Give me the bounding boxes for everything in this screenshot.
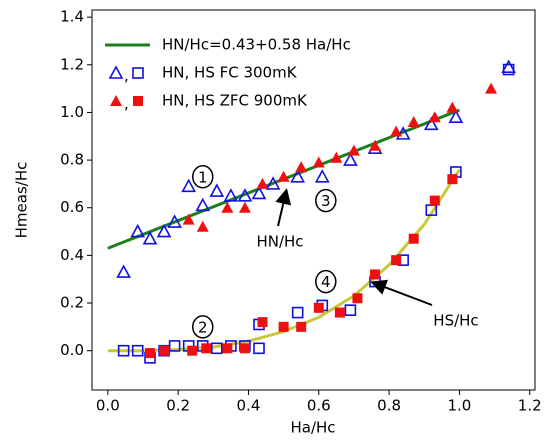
data-point [159, 345, 170, 356]
data-point [447, 174, 458, 185]
data-point [237, 188, 253, 202]
data-point [352, 293, 363, 304]
data-point [370, 269, 381, 280]
legend-label: HN, HS FC 300mK [162, 64, 298, 82]
annotation-number: 1 [198, 168, 208, 186]
data-point [408, 233, 419, 244]
annotation-circle [192, 315, 214, 339]
annotation-circle [315, 269, 337, 294]
data-point [313, 302, 324, 313]
data-point [277, 170, 290, 182]
legend-label: HN/Hc=0.43+0.58 Ha/Hc [162, 36, 351, 54]
legend-marker [133, 96, 143, 106]
data-point [168, 340, 181, 352]
annotation-circle [192, 165, 214, 189]
data-point [251, 185, 267, 200]
x-tick-label: 0.4 [237, 397, 261, 415]
y-tick-label: 1.2 [60, 55, 84, 73]
data-point [195, 197, 211, 212]
data-point [156, 223, 172, 238]
data-point [238, 201, 251, 213]
data-point [187, 345, 198, 356]
data-point [130, 223, 146, 238]
data-point [330, 151, 343, 163]
data-point [312, 156, 325, 168]
data-point [239, 343, 250, 354]
data-point [222, 343, 233, 354]
x-tick-label: 0.6 [307, 397, 331, 415]
legend-separator: , [124, 95, 129, 113]
data-point [296, 321, 307, 332]
x-tick-label: 1.2 [518, 397, 542, 415]
x-axis-label: Ha/Hc [290, 419, 335, 437]
data-point [278, 321, 289, 332]
x-tick-label: 1.0 [447, 397, 471, 415]
data-point [265, 176, 281, 190]
data-point [485, 82, 498, 94]
data-point [211, 342, 223, 355]
y-tick-label: 1.4 [60, 8, 84, 26]
legend-marker [108, 65, 124, 79]
annotation-circle [315, 188, 337, 213]
annotation-number: 2 [198, 318, 208, 336]
data-point [117, 344, 130, 357]
data-point [295, 161, 308, 173]
data-point [347, 144, 360, 156]
data-point [429, 195, 440, 206]
data-point [334, 307, 345, 318]
annotation-text: HN/Hc [256, 233, 303, 251]
legend-separator: , [124, 67, 129, 85]
data-point [390, 125, 403, 137]
data-point [291, 306, 304, 319]
data-point [223, 188, 239, 202]
y-axis-label: Hmeas/Hc [13, 162, 31, 239]
data-point [167, 214, 182, 228]
data-point [314, 169, 330, 183]
data-point [209, 183, 225, 197]
data-point [145, 348, 156, 359]
data-point [116, 264, 131, 278]
data-point [253, 342, 265, 355]
data-point [501, 59, 516, 73]
x-tick-label: 0.0 [96, 397, 120, 415]
plot-frame [91, 9, 536, 391]
y-tick-label: 1.0 [60, 103, 84, 121]
legend-marker [132, 67, 144, 79]
data-point [221, 201, 234, 213]
data-point [181, 178, 197, 193]
data-point [446, 101, 459, 113]
y-tick-label: 0.8 [60, 151, 84, 169]
y-tick-label: 0.0 [60, 341, 84, 359]
y-tick-label: 0.6 [60, 198, 84, 216]
data-point [290, 169, 306, 183]
data-point [182, 213, 195, 225]
annotation-number: 4 [321, 273, 331, 291]
data-point [196, 220, 209, 232]
data-point [407, 115, 420, 127]
data-point [428, 111, 441, 123]
x-tick-label: 0.2 [166, 397, 190, 415]
data-point [257, 317, 268, 328]
annotation-number: 3 [321, 192, 331, 210]
data-point [256, 177, 269, 189]
data-point [502, 63, 515, 76]
data-point [131, 344, 144, 357]
data-point [343, 152, 358, 166]
data-point [448, 109, 464, 124]
annotation-text: HS/Hc [433, 312, 478, 330]
data-point [201, 343, 212, 354]
data-point [344, 304, 357, 316]
annotation-arrow [275, 188, 292, 227]
data-point [369, 139, 382, 151]
legend-marker [110, 95, 122, 106]
annotation-arrow [370, 279, 433, 306]
y-tick-label: 0.4 [60, 246, 84, 264]
y-tick-label: 0.2 [60, 294, 84, 312]
data-point [423, 116, 439, 131]
data-point [142, 231, 158, 245]
x-tick-label: 0.8 [377, 397, 401, 415]
legend-label: HN, HS ZFC 900mK [162, 92, 308, 110]
data-point [391, 255, 402, 266]
